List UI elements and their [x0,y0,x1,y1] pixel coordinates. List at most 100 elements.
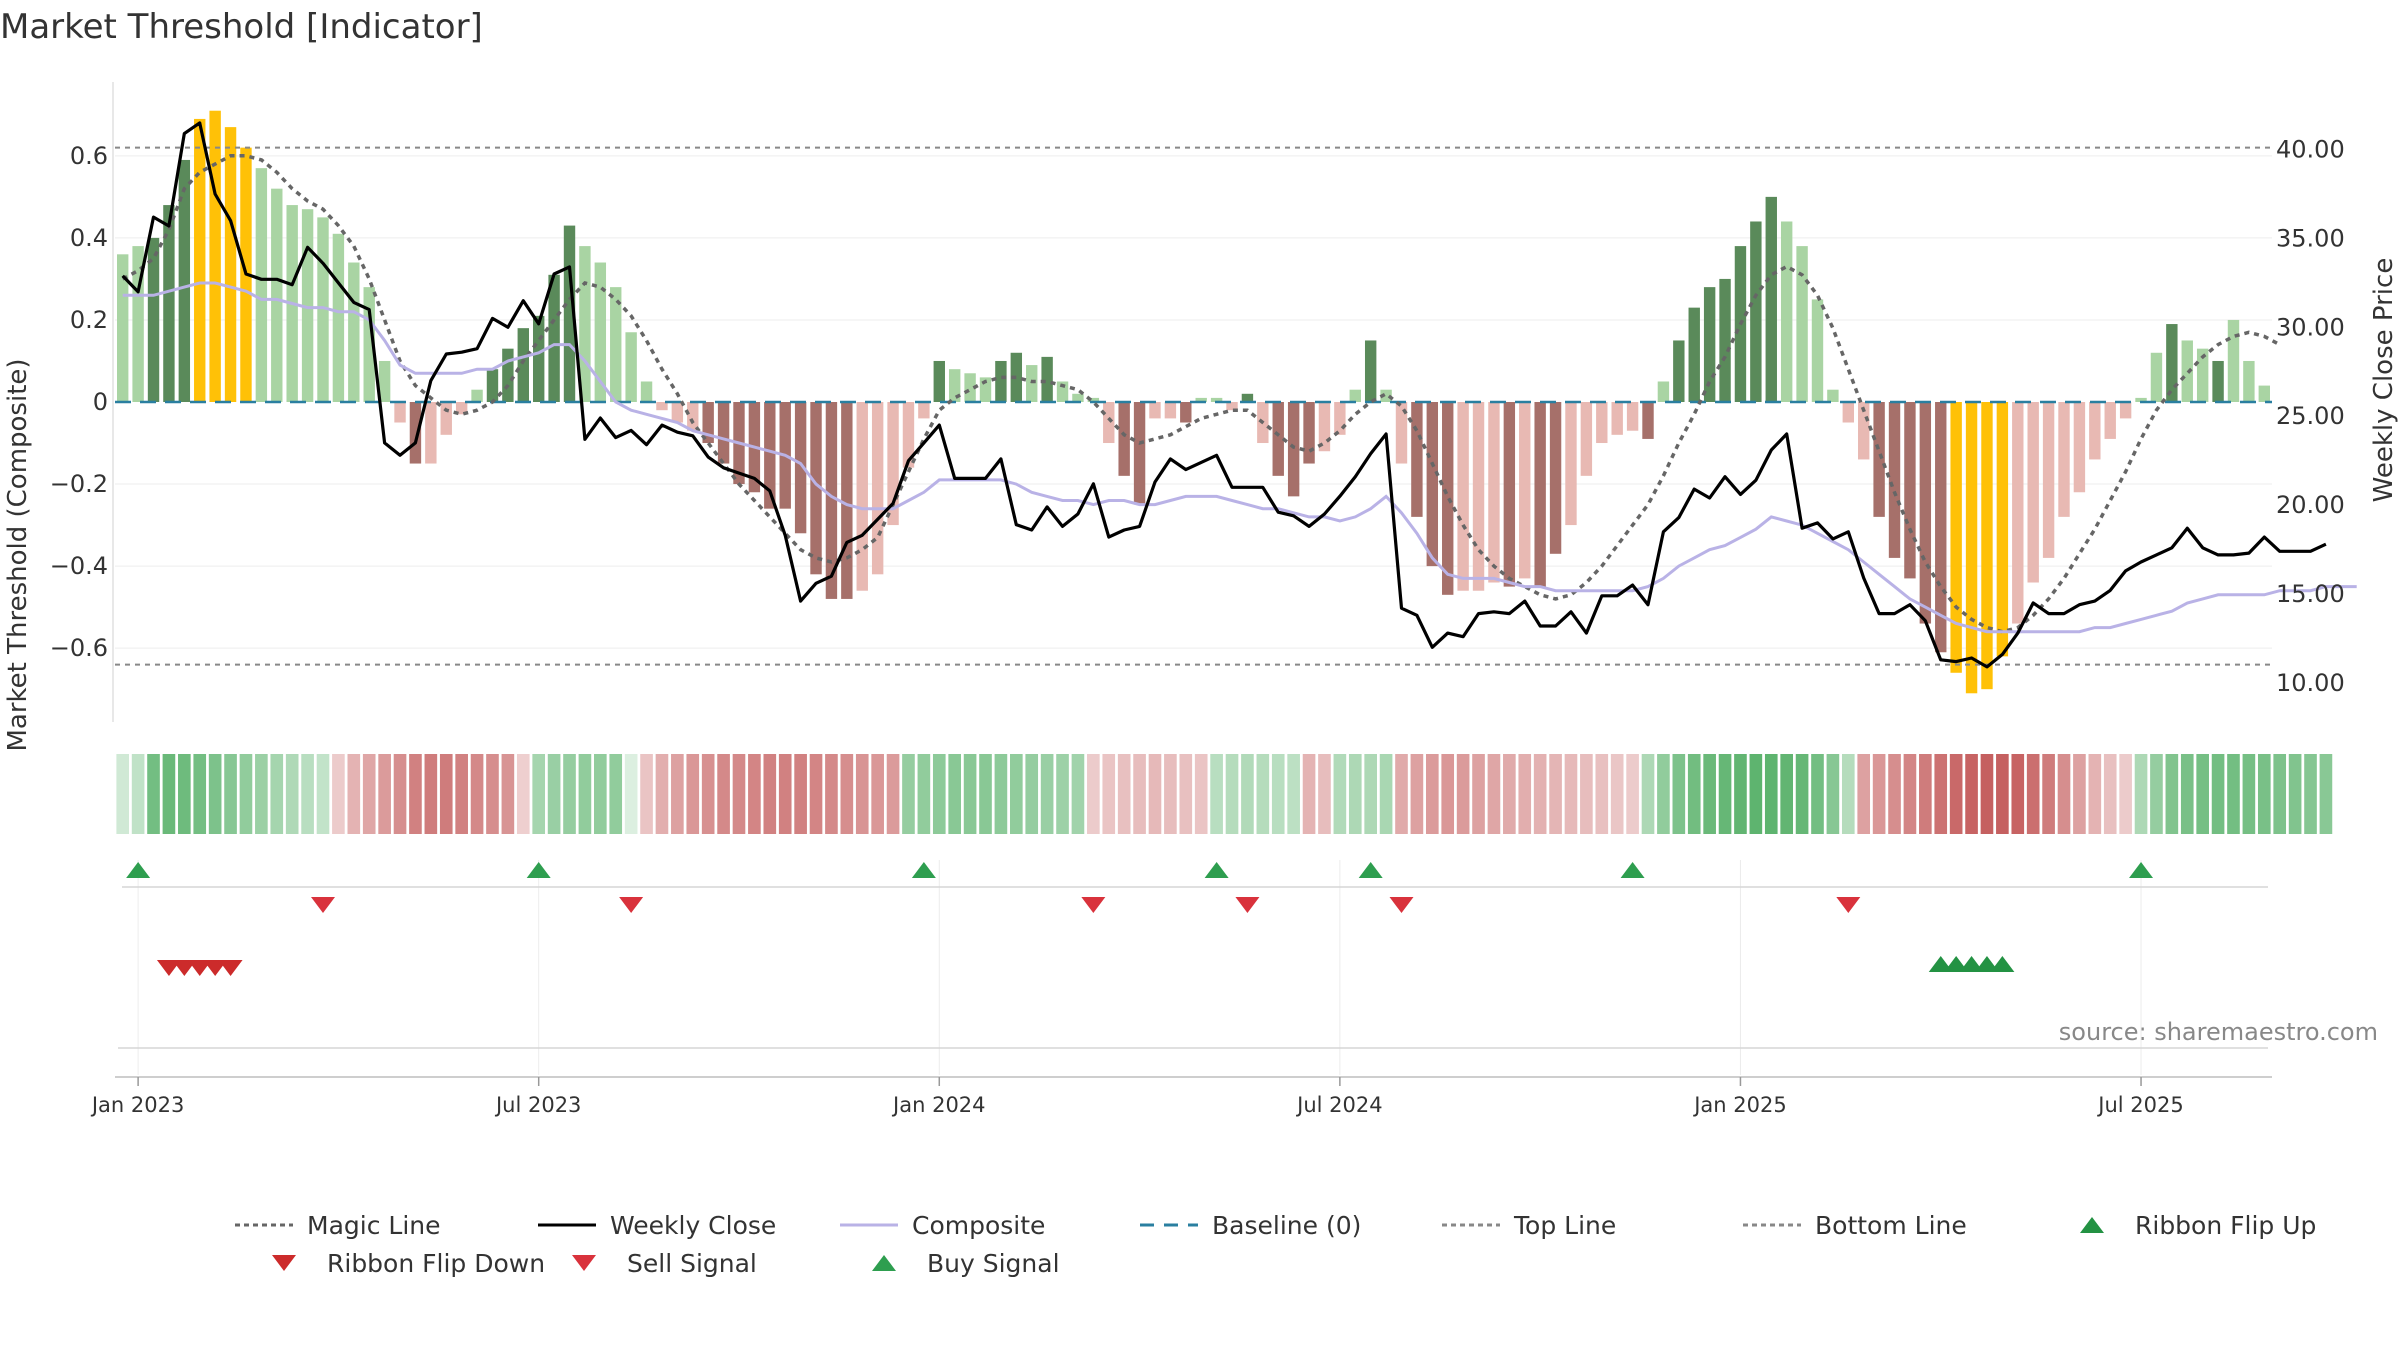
ribbon-cell [1764,754,1778,834]
composite-bar [2135,397,2147,402]
ribbon-cell [1718,754,1732,834]
y-tick-label: 0.6 [70,142,108,170]
composite-bar [394,402,406,423]
ribbon-cell [871,754,884,834]
buy-signal-marker [2129,862,2154,878]
ribbon-cell [393,754,407,834]
ribbon-cell [763,754,777,834]
ribbon-cell [378,754,391,834]
ribbon-cell [932,754,946,834]
composite-bar [1103,402,1115,444]
ribbon-flip-up-marker [1959,956,1984,972]
buy-signal-marker [526,862,551,878]
composite-bar [2196,348,2209,402]
ribbon-cell [2304,754,2317,834]
ribbon-cell [825,754,838,834]
ribbon-cell [1025,754,1039,834]
composite-bar [625,332,637,402]
composite-bar [1149,402,1161,419]
composite-bar [764,402,776,509]
ribbon-cell [809,754,823,834]
legend-item: Weekly Close [538,1211,776,1240]
y2-tick-label: 25.00 [2276,402,2345,430]
sell-signal-marker [1081,897,1106,913]
composite-bar [117,254,129,402]
composite-bar [502,348,514,402]
ribbon-cell [1179,754,1193,834]
composite-bar [548,274,560,402]
x-tick-label: Jan 2025 [1692,1093,1787,1117]
composite-bar [995,360,1007,402]
composite-bar [1488,402,1500,583]
composite-bar [1133,402,1146,505]
composite-bar [794,402,807,534]
ribbon-cell [116,754,130,834]
legend-label: Weekly Close [610,1211,776,1240]
ribbon-cell [1610,754,1624,834]
composite-bar [1118,402,1130,476]
composite-bar [1873,402,1885,517]
ribbon-cell [270,754,284,834]
ribbon-cell [1749,754,1763,834]
ribbon-cell [1210,754,1223,834]
composite-bar [1210,397,1223,402]
composite-bar [1919,402,1932,624]
ribbon-cell [671,754,684,834]
composite-bar [1472,402,1485,591]
composite-bar [2104,402,2116,439]
composite-bar [1180,402,1192,423]
ribbon-cell [1564,754,1578,834]
composite-bar [1534,402,1546,587]
composite-bar [1827,389,1839,402]
ribbon-cell [162,754,176,834]
composite-bar [1858,402,1870,460]
composite-bar [1164,402,1177,419]
ribbon-cell [1348,754,1362,834]
ribbon-cell [1071,754,1085,834]
legend-item: Ribbon Flip Up [2080,1211,2316,1240]
ribbon-cell [2119,754,2132,834]
ribbon-cell [1949,754,1963,834]
ribbon-cell [1780,754,1793,834]
ribbon-cell [2134,754,2148,834]
legend-item: Baseline (0) [1140,1211,1361,1240]
composite-bar [1688,307,1700,402]
ribbon-cell [1194,754,1208,834]
x-tick-label: Jul 2024 [1295,1093,1382,1117]
composite-bar [671,402,684,423]
composite-bar [532,315,545,402]
legend-label: Magic Line [307,1211,441,1240]
ribbon-cell [516,754,530,834]
composite-bar [1703,287,1716,402]
composite-bar [841,402,853,599]
ribbon-cell [532,754,546,834]
ribbon-cell [701,754,715,834]
composite-bar [856,402,868,591]
y2-tick-label: 10.00 [2276,669,2345,697]
ribbon-flip-up-marker [1944,956,1969,972]
composite-bar [640,381,653,402]
ribbon-cell [1395,754,1408,834]
y-tick-label: 0.4 [70,224,108,252]
ribbon-cell [1919,754,1932,834]
ribbon-cell [717,754,730,834]
ribbon-cell [1164,754,1177,834]
legend-label: Baseline (0) [1212,1211,1361,1240]
ribbon-flip-down-marker [203,960,228,976]
composite-bar [656,402,668,411]
composite-bar [348,262,360,402]
composite-bar [1041,356,1053,402]
ribbon-flip-down-marker [172,960,197,976]
ribbon-cell [347,754,361,834]
ribbon-cell [455,754,468,834]
legend-label: Ribbon Flip Down [327,1249,545,1278]
composite-bar [147,237,160,402]
composite-bar [317,217,329,402]
series-lines [115,121,2357,669]
composite-bar [1026,365,1038,402]
y-axis-label: Market Threshold (Composite) [3,358,33,751]
ribbon-cell [2073,754,2086,834]
ribbon-cell [1133,754,1146,834]
legend-item: Composite [840,1211,1045,1240]
